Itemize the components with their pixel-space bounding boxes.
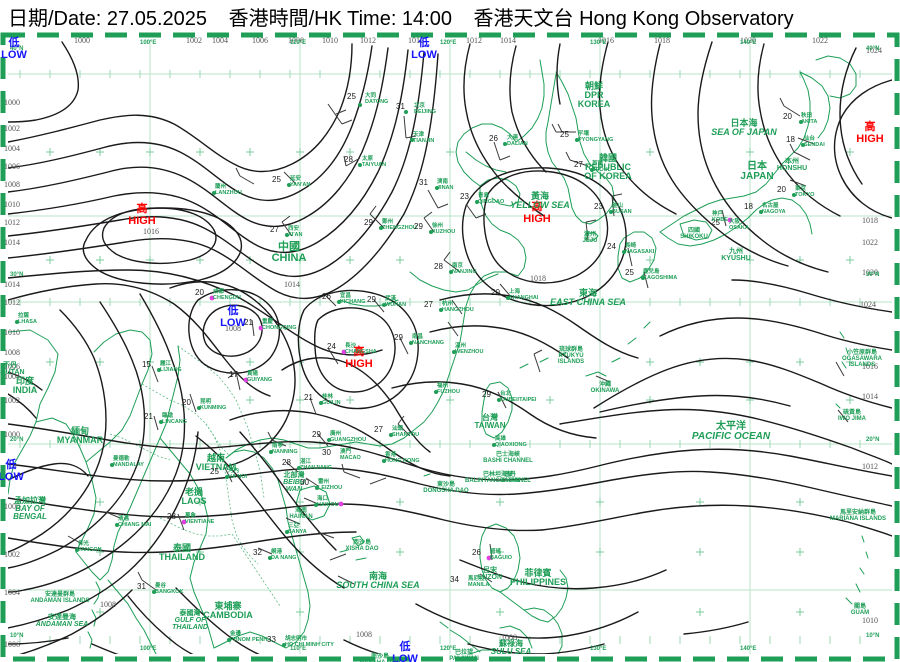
border-dashes (0, 32, 900, 662)
grid-cross-markers (46, 148, 854, 616)
isobars (8, 41, 892, 654)
observatory-label: 香港天文台 Hong Kong Observatory (473, 8, 794, 30)
lat-lon-gridlines (8, 40, 892, 654)
grid-tick-marks (19, 70, 861, 644)
map-canvas (0, 32, 900, 662)
chart-header: 日期/Date: 27.05.2025 香港時間/HK Time: 14:00 … (0, 0, 900, 32)
station-markers (15, 103, 805, 647)
date-label: 日期/Date: 27.05.2025 (8, 8, 208, 30)
wind-barbs (67, 97, 849, 591)
station-markers-magenta (181, 217, 733, 561)
time-label: 香港時間/HK Time: 14:00 (228, 8, 452, 30)
chart-border-frame (0, 32, 900, 662)
surface-analysis-chart: 1000 1002 1004 1006 1008 1010 1012 1012 … (0, 32, 900, 662)
header-text-row: 日期/Date: 27.05.2025 香港時間/HK Time: 14:00 … (8, 2, 810, 31)
country-borders (109, 345, 281, 607)
